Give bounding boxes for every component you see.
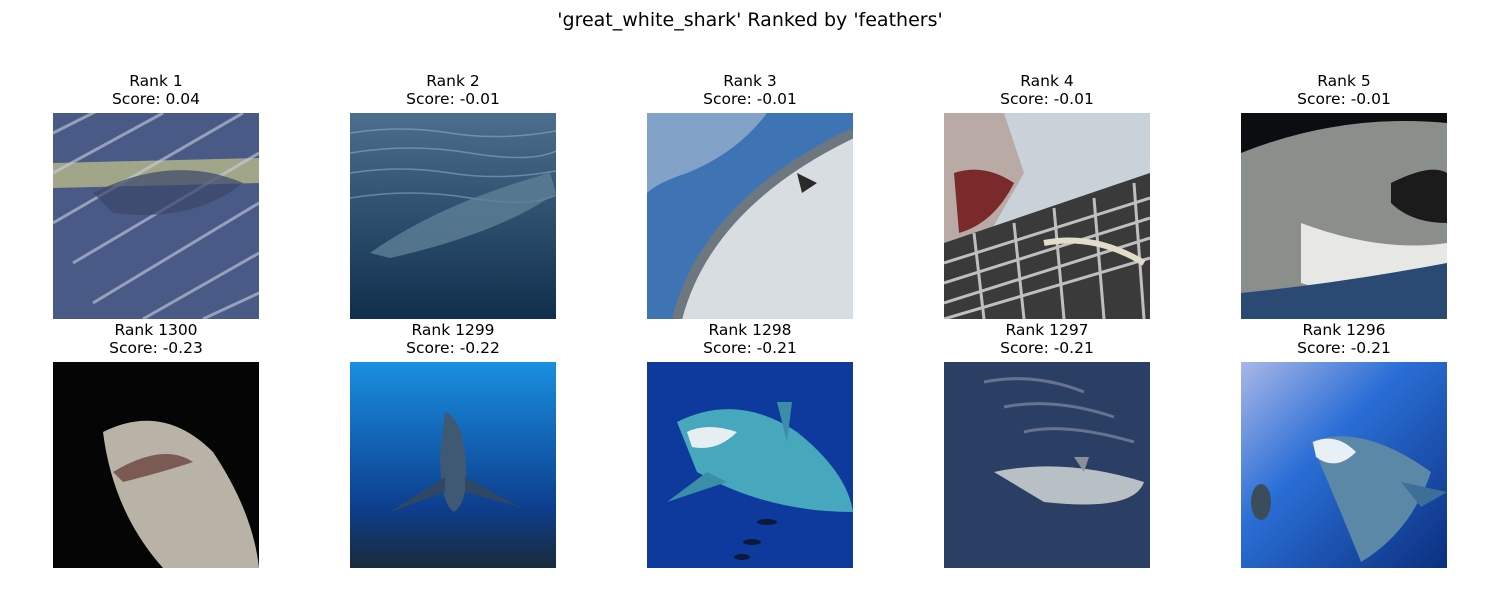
shark-image — [944, 362, 1150, 568]
score-label: Score: -0.22 — [406, 339, 500, 357]
shark-image — [53, 113, 259, 319]
shark-image — [647, 362, 853, 568]
rank-label: Rank 3 — [723, 72, 777, 90]
score-label: Score: 0.04 — [111, 90, 201, 108]
rank-label: Rank 1296 — [1302, 321, 1386, 339]
rank-label: Rank 1300 — [114, 321, 198, 339]
rank-label: Rank 1299 — [411, 321, 495, 339]
rank-label: Rank 1298 — [708, 321, 792, 339]
shark-image — [647, 113, 853, 319]
score-label: Score: -0.01 — [406, 90, 500, 108]
rank-label: Rank 1297 — [1005, 321, 1089, 339]
score-label: Score: -0.01 — [1297, 90, 1391, 108]
rank-label: Rank 5 — [1317, 72, 1371, 90]
shark-image — [350, 362, 556, 568]
shark-image — [944, 113, 1150, 319]
score-label: Score: -0.01 — [703, 90, 797, 108]
figure-title: 'great_white_shark' Ranked by 'feathers' — [557, 9, 943, 31]
rank-label: Rank 4 — [1020, 72, 1074, 90]
shark-image — [53, 362, 259, 568]
score-label: Score: -0.01 — [1000, 90, 1094, 108]
rank-label: Rank 1 — [129, 72, 183, 90]
score-label: Score: -0.21 — [1000, 339, 1094, 357]
shark-image — [1241, 362, 1447, 568]
shark-image — [350, 113, 556, 319]
rank-label: Rank 2 — [426, 72, 480, 90]
score-label: Score: -0.21 — [1297, 339, 1391, 357]
score-label: Score: -0.21 — [703, 339, 797, 357]
score-label: Score: -0.23 — [109, 339, 203, 357]
shark-image — [1241, 113, 1447, 319]
